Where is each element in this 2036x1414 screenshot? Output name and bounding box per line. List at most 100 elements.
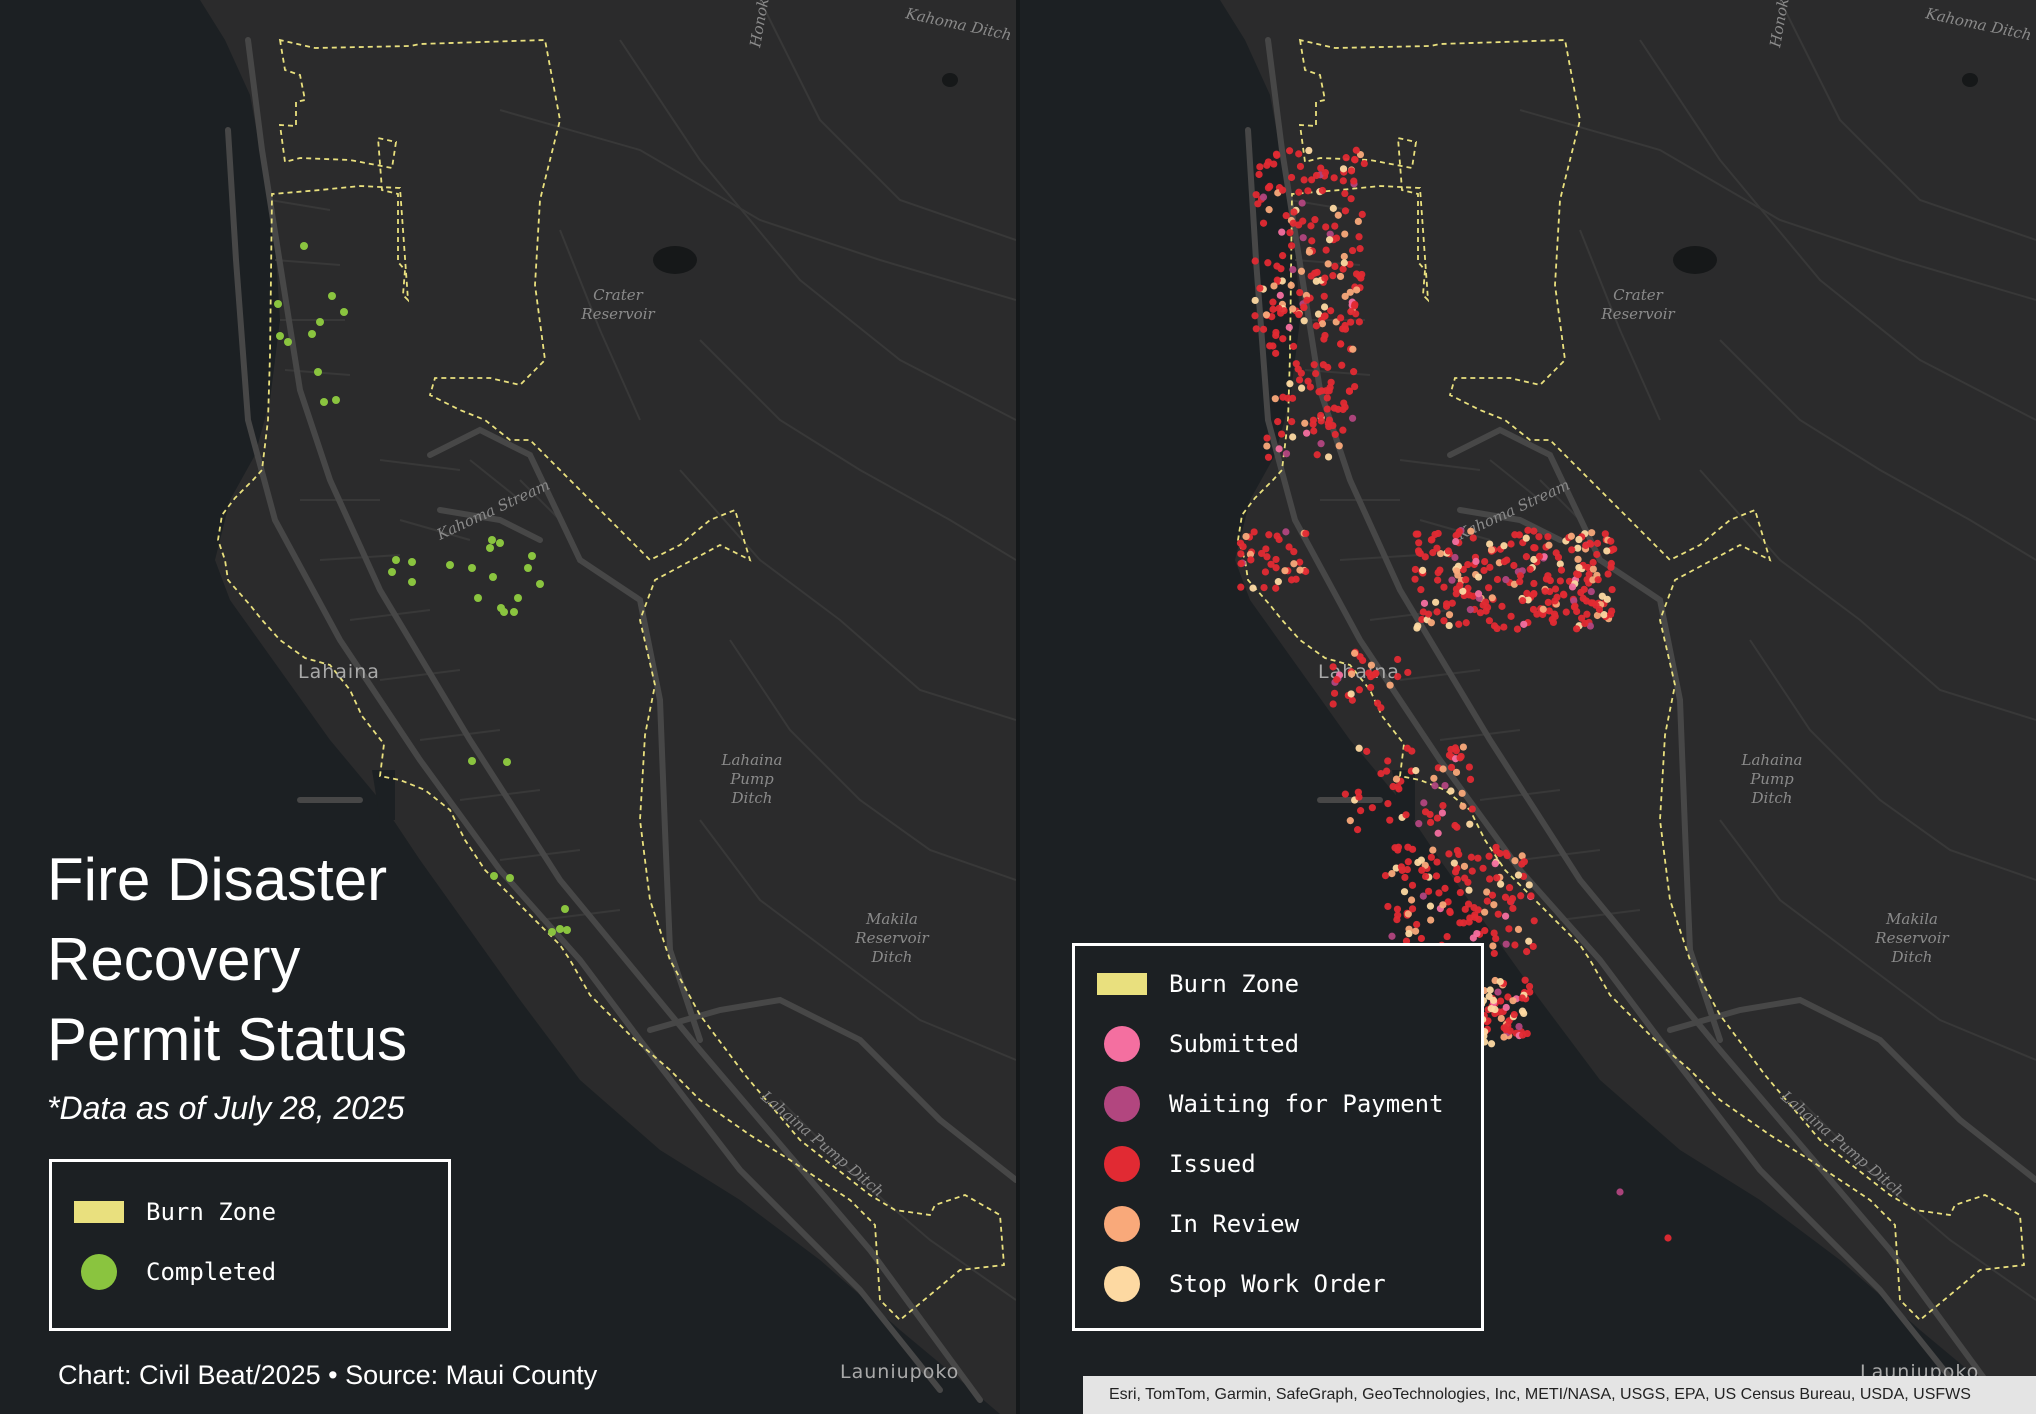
issued-permit-point — [1467, 853, 1475, 861]
major-road — [427, 426, 583, 563]
legend-item-burn-zone: Burn Zone — [74, 1192, 276, 1232]
stop-work-order-permit-point — [1459, 587, 1467, 595]
minor-road — [1399, 459, 1481, 471]
in-review-permit-point — [1589, 565, 1597, 573]
submitted-permit-point — [1469, 934, 1477, 942]
issued-permit-point — [1272, 584, 1280, 592]
completed-permit-point — [446, 561, 454, 569]
issued-permit-point — [1347, 308, 1355, 316]
in-review-permit-point — [1246, 550, 1255, 558]
left-map[interactable]: LahainaLauniupokoCraterReservoirLahainaP… — [0, 0, 1016, 1414]
issued-permit-point — [1415, 539, 1423, 547]
in-review-permit-point — [1341, 230, 1349, 238]
issued-permit-point — [1428, 536, 1436, 544]
completed-permit-point — [503, 758, 511, 766]
crater-reservoir-water — [653, 246, 697, 274]
issued-permit-point — [1516, 572, 1524, 580]
issued-permit-point — [1261, 568, 1270, 576]
completed-permit-point — [548, 928, 556, 936]
submitted-permit-point — [1474, 590, 1483, 598]
makila-reservoir-ditch-label: Makila — [865, 910, 918, 928]
makila-reservoir-ditch-label: Reservoir — [854, 929, 929, 947]
completed-permit-point — [506, 874, 514, 882]
issued-permit-point — [1321, 168, 1329, 177]
issued-permit-point — [1357, 807, 1365, 815]
stop-work-order-permit-point — [1340, 259, 1348, 267]
in-review-permit-point — [1262, 311, 1271, 319]
issued-permit-point — [1355, 318, 1363, 326]
burn-zone-outline — [217, 38, 1005, 1322]
issued-permit-point — [1236, 539, 1245, 547]
waiting-for-payment-permit-point — [1502, 940, 1510, 948]
issued-permit-point — [1341, 790, 1349, 798]
submitted-swatch — [1104, 1026, 1140, 1062]
left-map-panel[interactable]: Lahaina Launiupoko Crater Reservoir Lahaina P… — [0, 0, 1016, 1414]
issued-permit-point — [1440, 617, 1448, 625]
burn-zone-outline — [1237, 38, 2025, 1322]
completed-permit-point — [528, 552, 536, 560]
issued-permit-point — [1446, 907, 1454, 915]
issued-permit-point — [1470, 904, 1478, 912]
minor-road — [349, 609, 431, 621]
minor-road — [1539, 479, 1581, 521]
issued-permit-point — [1485, 584, 1493, 592]
legend-label: Burn Zone — [146, 1198, 277, 1226]
issued-permit-point — [1503, 851, 1511, 860]
issued-permit-point — [1559, 590, 1568, 598]
issued-permit-point — [1520, 858, 1528, 866]
issued-permit-point — [1490, 622, 1499, 630]
submitted-permit-point — [1472, 557, 1480, 565]
in-review-permit-point — [1452, 768, 1461, 776]
issued-permit-point — [1325, 416, 1334, 424]
issued-permit-point — [1432, 872, 1441, 880]
completed-permit-point — [561, 905, 569, 913]
issued-permit-point — [1296, 558, 1304, 566]
land — [200, 0, 1016, 1414]
major-road — [647, 996, 1016, 1183]
right-map-panel[interactable]: Lahaina Launiupoko Crater Reservoir Lahaina P… — [1020, 0, 2036, 1414]
issued-permit-point — [1296, 162, 1305, 171]
in-review-swatch — [1104, 1206, 1140, 1242]
in-review-permit-point — [1336, 272, 1345, 281]
issued-permit-point — [1320, 312, 1329, 320]
issued-permit-point — [1418, 615, 1426, 624]
legend-label: Waiting for Payment — [1169, 1090, 1444, 1118]
issued-permit-point — [1404, 668, 1412, 677]
waiting-for-payment-permit-point — [1259, 193, 1268, 201]
stop-work-order-permit-point — [1486, 986, 1494, 994]
issued-permit-point — [1509, 904, 1517, 913]
issued-permit-point — [1312, 369, 1320, 378]
crater-reservoir-label: Crater — [1613, 286, 1663, 304]
issued-permit-point — [1264, 184, 1273, 192]
issued-permit-point — [1290, 548, 1298, 556]
stop-work-order-permit-point — [1249, 584, 1257, 592]
issued-permit-point — [1350, 302, 1359, 310]
lahaina-label: Lahaina — [298, 661, 380, 683]
stop-work-order-permit-point — [1575, 535, 1583, 544]
right-map[interactable]: LahainaLauniupokoCraterReservoirLahainaP… — [1020, 0, 2036, 1414]
in-review-permit-point — [1289, 305, 1297, 313]
issued-permit-point — [1267, 560, 1275, 568]
issued-permit-point — [1402, 811, 1410, 819]
issued-permit-point — [1417, 934, 1426, 943]
completed-permit-point — [340, 308, 348, 316]
base-map — [1220, 0, 2036, 1414]
waiting-for-payment-permit-point — [1502, 576, 1510, 584]
stop-work-order-permit-point — [1600, 611, 1608, 619]
issued-permit-point — [1264, 453, 1273, 461]
issued-permit-point — [1384, 902, 1392, 911]
lahaina-label: Lahaina — [1318, 661, 1400, 683]
completed-permit-point — [468, 757, 476, 765]
issued-permit-point — [1604, 570, 1612, 578]
issued-permit-point — [1350, 177, 1358, 185]
legend-item-submitted: Submitted — [1097, 1024, 1299, 1064]
issued-permit-point — [1350, 368, 1358, 376]
waiting-for-payment-permit-point — [1431, 782, 1439, 790]
issued-permit-point — [1254, 200, 1262, 208]
makila-reservoir-ditch-label: Ditch — [871, 948, 913, 966]
issued-permit-point — [1418, 866, 1426, 874]
completed-permit-point — [536, 580, 544, 588]
issued-permit-point — [1259, 325, 1268, 333]
issued-permit-point — [1607, 563, 1615, 571]
issued-permit-point — [1272, 564, 1280, 572]
